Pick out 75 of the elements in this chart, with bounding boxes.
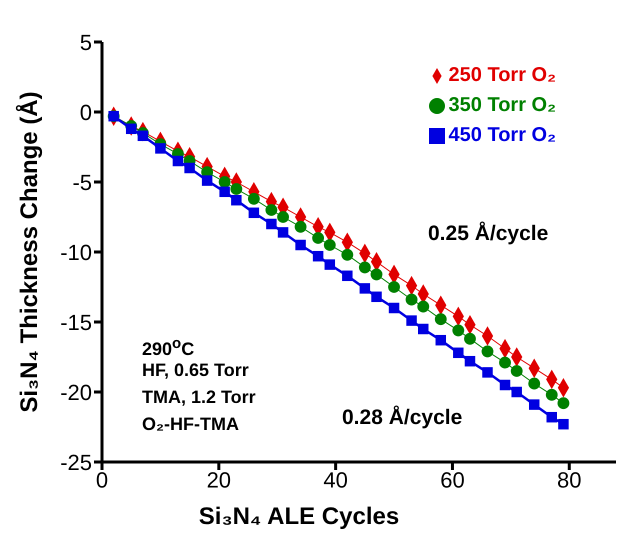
point [370,268,382,280]
point [184,162,195,174]
point [230,183,242,195]
y-tick-label: -10 [60,240,92,265]
point [500,380,510,390]
point [528,378,540,390]
point [482,367,493,378]
point [406,294,418,306]
point [265,204,278,216]
x-tick-label: 0 [96,468,108,493]
annotation: TMA, 1.2 Torr [142,386,256,409]
y-tick-label: -25 [60,450,92,475]
point [341,248,354,261]
legend-label: 450 Torr O₂ [448,124,556,146]
point [342,270,353,282]
point [510,365,523,377]
legend-label: 350 Torr O₂ [448,94,556,116]
point [277,211,289,223]
point [324,239,336,251]
point [499,356,511,369]
point [558,418,569,430]
x-tick-label: 80 [557,468,582,493]
point [546,388,558,401]
y-tick-label: -15 [60,310,92,335]
y-tick-label: -20 [60,380,92,405]
point [202,175,212,186]
point [324,259,336,270]
point [388,302,400,314]
point [464,356,476,366]
point [434,313,447,326]
point [218,176,231,188]
point [406,315,417,326]
point [453,348,464,358]
y-axis-title: Si₃N₄ Thickness Change (Å) [14,91,43,413]
point [155,143,166,154]
point [248,192,260,205]
point [248,208,260,218]
annotation: HF, 0.65 Torr [142,360,249,380]
point [295,240,306,250]
point [360,283,370,294]
point [388,281,400,293]
annotation: 290$^{o}$C [142,335,194,359]
point [126,124,136,134]
point [138,130,148,142]
point [172,156,184,166]
point [278,227,288,238]
point [231,194,242,206]
point [358,261,371,274]
point [294,220,307,233]
point [266,218,277,230]
point [528,399,540,410]
point [464,332,476,345]
y-tick-label: 5 [80,30,92,55]
x-tick-label: 20 [206,468,232,493]
point [482,345,494,358]
point [312,232,324,244]
x-tick-label: 60 [440,468,465,493]
legend-label: 250 Torr O₂ [448,64,556,86]
point [511,386,522,398]
point [312,250,324,262]
point [418,324,428,334]
point [436,334,446,346]
y-tick-label: -5 [72,170,92,195]
point [219,186,230,198]
point [558,397,570,410]
x-tick-label: 40 [323,468,348,493]
annotation: O₂-HF-TMA [142,413,239,436]
point [546,412,557,422]
point [417,300,430,313]
annotation: 0.25 Å/cycle [428,220,548,247]
point [452,324,464,336]
point [371,292,382,302]
annotation: 0.28 Å/cycle [342,404,462,431]
x-axis-title: Si₃N₄ ALE Cycles [198,503,400,530]
y-tick-label: 0 [80,100,92,125]
